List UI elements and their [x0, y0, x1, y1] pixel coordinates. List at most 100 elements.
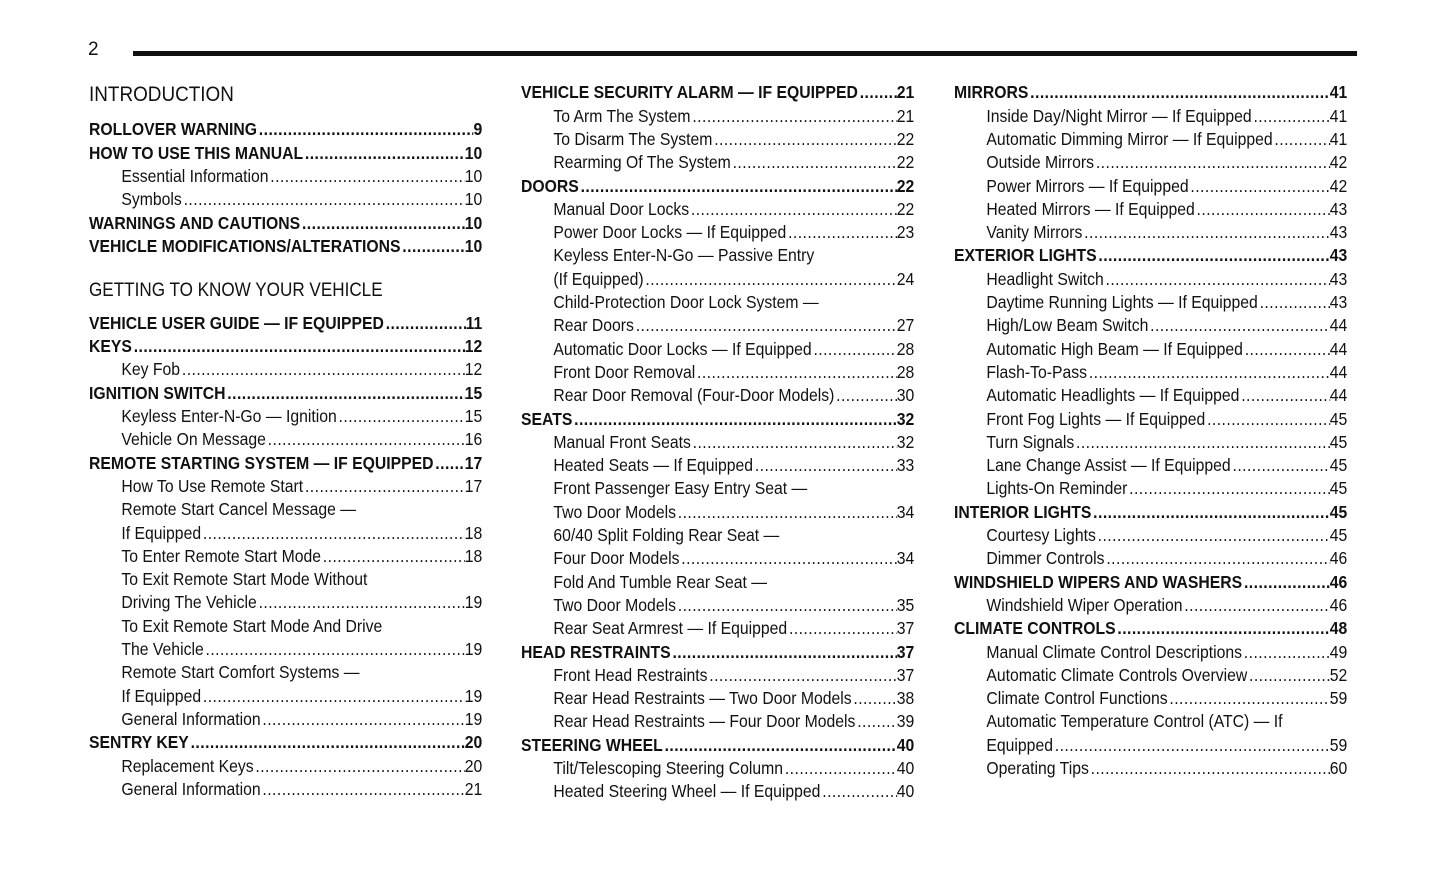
toc-subentry[interactable]: To Disarm The System....................…	[521, 128, 914, 151]
toc-subentry[interactable]: Remote Start Comfort Systems —	[89, 661, 482, 684]
entry-page-number: 43	[1329, 292, 1348, 313]
toc-subentry[interactable]: Key Fob.................................…	[89, 358, 482, 381]
toc-subentry[interactable]: Keyless Enter-N-Go — Ignition...........…	[89, 405, 482, 428]
toc-subentry[interactable]: Manual Climate Control Descriptions.....…	[954, 641, 1347, 664]
toc-subentry[interactable]: Power Door Locks — If Equipped..........…	[521, 221, 914, 244]
toc-subentry[interactable]: Front Head Restraints...................…	[521, 664, 914, 687]
toc-subentry[interactable]: Automatic Dimming Mirror — If Equipped..…	[954, 128, 1347, 151]
toc-subentry[interactable]: Lights-On Reminder......................…	[954, 477, 1347, 500]
toc-subentry[interactable]: Replacement Keys........................…	[89, 755, 482, 778]
toc-chapter-entry[interactable]: REMOTE STARTING SYSTEM — IF EQUIPPED....…	[89, 452, 482, 475]
toc-subentry[interactable]: Headlight Switch........................…	[954, 268, 1347, 291]
toc-subentry[interactable]: Outside Mirrors.........................…	[954, 151, 1347, 174]
toc-chapter-entry[interactable]: CLIMATE CONTROLS........................…	[954, 617, 1347, 640]
entry-page-number: 45	[1329, 431, 1348, 452]
toc-subentry[interactable]: General Information.....................…	[89, 708, 482, 731]
toc-chapter-entry[interactable]: DOORS...................................…	[521, 175, 914, 198]
toc-subentry[interactable]: Front Door Removal......................…	[521, 361, 914, 384]
toc-subentry[interactable]: Remote Start Cancel Message —	[89, 498, 482, 521]
toc-subentry[interactable]: Rear Head Restraints — Four Door Models.…	[521, 710, 914, 733]
dot-leader: ........................................…	[574, 408, 897, 429]
toc-chapter-entry[interactable]: VEHICLE USER GUIDE — IF EQUIPPED........…	[89, 312, 482, 335]
toc-subentry[interactable]: Automatic Climate Controls Overview.....…	[954, 664, 1347, 687]
toc-chapter-entry[interactable]: HEAD RESTRAINTS.........................…	[521, 641, 914, 664]
toc-subentry[interactable]: Dimmer Controls.........................…	[954, 547, 1347, 570]
toc-subentry[interactable]: Essential Information...................…	[89, 165, 482, 188]
toc-chapter-entry[interactable]: SEATS...................................…	[521, 408, 914, 431]
toc-chapter-entry[interactable]: VEHICLE MODIFICATIONS/ALTERATIONS.......…	[89, 235, 482, 258]
toc-chapter-entry[interactable]: INTERIOR LIGHTS.........................…	[954, 501, 1347, 524]
entry-title: To Enter Remote Start Mode	[121, 545, 322, 566]
toc-chapter-entry[interactable]: VEHICLE SECURITY ALARM — IF EQUIPPED....…	[521, 81, 914, 104]
toc-subentry[interactable]: Vanity Mirrors..........................…	[954, 221, 1347, 244]
toc-subentry[interactable]: To Arm The System.......................…	[521, 105, 914, 128]
toc-subentry[interactable]: Two Door Models.........................…	[521, 594, 914, 617]
toc-chapter-entry[interactable]: ROLLOVER WARNING........................…	[89, 118, 482, 141]
toc-chapter-entry[interactable]: EXTERIOR LIGHTS.........................…	[954, 244, 1347, 267]
toc-subentry[interactable]: Rear Head Restraints — Two Door Models..…	[521, 687, 914, 710]
toc-subentry[interactable]: Keyless Enter-N-Go — Passive Entry	[521, 244, 914, 267]
toc-subentry[interactable]: Turn Signals............................…	[954, 431, 1347, 454]
toc-subentry[interactable]: Two Door Models.........................…	[521, 501, 914, 524]
toc-subentry[interactable]: If Equipped.............................…	[89, 522, 482, 545]
entry-page-number: 45	[1329, 501, 1348, 522]
toc-subentry[interactable]: Rear Seat Armrest — If Equipped.........…	[521, 617, 914, 640]
toc-subentry[interactable]: Flash-To-Pass...........................…	[954, 361, 1347, 384]
toc-subentry[interactable]: 60/40 Split Folding Rear Seat —	[521, 524, 914, 547]
toc-subentry[interactable]: Automatic Temperature Control (ATC) — If	[954, 710, 1347, 733]
toc-subentry[interactable]: Automatic High Beam — If Equipped.......…	[954, 338, 1347, 361]
toc-subentry[interactable]: Lane Change Assist — If Equipped........…	[954, 454, 1347, 477]
toc-chapter-entry[interactable]: IGNITION SWITCH.........................…	[89, 382, 482, 405]
toc-subentry[interactable]: General Information.....................…	[89, 778, 482, 801]
toc-subentry[interactable]: Courtesy Lights.........................…	[954, 524, 1347, 547]
entry-title: Front Head Restraints	[553, 664, 708, 685]
toc-subentry[interactable]: Daytime Running Lights — If Equipped....…	[954, 291, 1347, 314]
toc-subentry[interactable]: How To Use Remote Start.................…	[89, 475, 482, 498]
toc-subentry[interactable]: Power Mirrors — If Equipped.............…	[954, 175, 1347, 198]
toc-subentry[interactable]: Front Passenger Easy Entry Seat —	[521, 477, 914, 500]
toc-chapter-entry[interactable]: KEYS....................................…	[89, 335, 482, 358]
toc-subentry[interactable]: Operating Tips..........................…	[954, 757, 1347, 780]
toc-subentry[interactable]: Vehicle On Message......................…	[89, 428, 482, 451]
toc-subentry[interactable]: Automatic Headlights — If Equipped......…	[954, 384, 1347, 407]
toc-chapter-entry[interactable]: SENTRY KEY..............................…	[89, 731, 482, 754]
toc-subentry[interactable]: High/Low Beam Switch....................…	[954, 314, 1347, 337]
toc-subentry[interactable]: Manual Door Locks.......................…	[521, 198, 914, 221]
toc-subentry[interactable]: Windshield Wiper Operation..............…	[954, 594, 1347, 617]
toc-subentry[interactable]: Rear Doors..............................…	[521, 314, 914, 337]
toc-subentry[interactable]: Equipped................................…	[954, 734, 1347, 757]
toc-subentry[interactable]: Inside Day/Night Mirror — If Equipped...…	[954, 105, 1347, 128]
toc-subentry[interactable]: Rear Door Removal (Four-Door Models)....…	[521, 384, 914, 407]
toc-subentry[interactable]: To Exit Remote Start Mode And Drive	[89, 615, 482, 638]
toc-chapter-entry[interactable]: HOW TO USE THIS MANUAL..................…	[89, 142, 482, 165]
entry-page-number: 46	[1329, 571, 1348, 592]
toc-subentry[interactable]: Heated Steering Wheel — If Equipped.....…	[521, 780, 914, 803]
toc-chapter-entry[interactable]: MIRRORS.................................…	[954, 81, 1347, 104]
toc-subentry[interactable]: To Enter Remote Start Mode..............…	[89, 545, 482, 568]
toc-subentry[interactable]: Manual Front Seats......................…	[521, 431, 914, 454]
toc-subentry[interactable]: Front Fog Lights — If Equipped..........…	[954, 408, 1347, 431]
entry-page-number: 40	[896, 781, 915, 802]
toc-subentry[interactable]: Symbols.................................…	[89, 188, 482, 211]
toc-chapter-entry[interactable]: WARNINGS AND CAUTIONS...................…	[89, 212, 482, 235]
dot-leader: ........................................…	[672, 641, 897, 662]
toc-subentry[interactable]: Rearming Of The System..................…	[521, 151, 914, 174]
toc-subentry[interactable]: Child-Protection Door Lock System —	[521, 291, 914, 314]
toc-subentry[interactable]: Tilt/Telescoping Steering Column........…	[521, 757, 914, 780]
toc-subentry[interactable]: To Exit Remote Start Mode Without	[89, 568, 482, 591]
toc-subentry[interactable]: Fold And Tumble Rear Seat —	[521, 571, 914, 594]
toc-subentry[interactable]: Climate Control Functions...............…	[954, 687, 1347, 710]
header-rule	[133, 51, 1357, 56]
toc-subentry[interactable]: The Vehicle.............................…	[89, 638, 482, 661]
toc-subentry[interactable]: If Equipped.............................…	[89, 685, 482, 708]
toc-subentry[interactable]: (If Equipped)...........................…	[521, 268, 914, 291]
entry-title: Rear Head Restraints — Two Door Models	[553, 688, 852, 709]
toc-subentry[interactable]: Heated Mirrors — If Equipped............…	[954, 198, 1347, 221]
toc-subentry[interactable]: Four Door Models........................…	[521, 547, 914, 570]
toc-chapter-entry[interactable]: STEERING WHEEL..........................…	[521, 734, 914, 757]
toc-subentry[interactable]: Heated Seats — If Equipped..............…	[521, 454, 914, 477]
entry-page-number: 16	[464, 429, 483, 450]
toc-subentry[interactable]: Driving The Vehicle.....................…	[89, 591, 482, 614]
toc-subentry[interactable]: Automatic Door Locks — If Equipped......…	[521, 338, 914, 361]
toc-chapter-entry[interactable]: WINDSHIELD WIPERS AND WASHERS...........…	[954, 571, 1347, 594]
